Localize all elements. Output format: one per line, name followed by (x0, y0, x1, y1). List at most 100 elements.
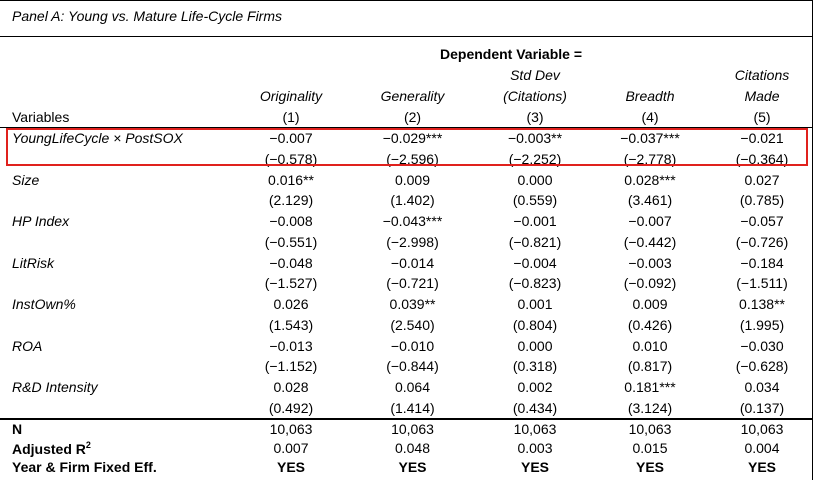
tstat-cell: (−0.721) (386, 275, 439, 291)
col3-number: (3) (526, 109, 544, 125)
coef-cell: −0.013 (269, 337, 313, 354)
header-rule (0, 127, 812, 128)
footer-cell: 10,063 (513, 421, 557, 437)
col5-number: (5) (753, 109, 771, 125)
coef-cell: 0.138** (739, 296, 785, 312)
tstat-cell: (−2.596) (386, 150, 439, 167)
tstat-cell: (−0.578) (264, 150, 318, 167)
tstat-cell: (0.434) (512, 399, 558, 416)
superscript: 2 (85, 440, 91, 450)
highlight-box (6, 128, 808, 166)
tstat-cell: (−2.998) (386, 233, 439, 250)
footer-cell: YES (520, 459, 549, 475)
coef-cell: −0.001 (513, 213, 557, 229)
coef-cell: 0.000 (517, 337, 553, 354)
coef-cell: 0.026 (273, 296, 309, 312)
footer-label: Year & Firm Fixed Eff. (12, 459, 157, 475)
row-label: Size (12, 171, 40, 188)
footer-cell: 0.007 (273, 440, 309, 456)
footer-cell: 0.003 (517, 440, 553, 456)
tstat-cell: (0.785) (739, 192, 785, 208)
tstat-cell: (0.137) (739, 399, 785, 416)
tstat-cell: (0.318) (512, 358, 558, 374)
right-border (812, 0, 813, 480)
dependent-variable-label: Dependent Variable = (440, 46, 582, 62)
coef-cell: −0.008 (269, 213, 313, 229)
footer-cell: 10,063 (269, 421, 313, 437)
coef-cell: −0.003 (628, 254, 672, 271)
footer-cell: YES (276, 459, 305, 475)
coef-cell: −0.010 (390, 337, 435, 354)
tstat-cell: (0.492) (268, 399, 314, 416)
footer-cell: YES (398, 459, 427, 475)
tstat-cell: (−2.252) (508, 150, 562, 167)
row-label: InstOwn% (12, 296, 76, 312)
coef-cell: 0.028*** (624, 171, 676, 188)
variables-label: Variables (12, 109, 70, 125)
tstat-cell: (−2.778) (623, 150, 677, 167)
footer-cell: 0.004 (744, 440, 780, 456)
row-label: HP Index (12, 213, 70, 229)
top-rule (0, 0, 812, 1)
coef-cell: −0.003** (507, 130, 563, 146)
coef-cell: −0.029*** (382, 130, 443, 146)
tstat-cell: (−0.628) (735, 358, 789, 374)
coef-cell: 0.181*** (624, 379, 676, 395)
tstat-cell: (0.426) (627, 316, 673, 333)
footer-cell: 10,063 (628, 421, 672, 437)
coef-cell: −0.037*** (620, 130, 680, 146)
coef-cell: 0.001 (517, 296, 553, 312)
col1-number: (1) (282, 109, 300, 125)
panel-title: Panel A: Young vs. Mature Life-Cycle Fir… (12, 8, 282, 24)
coef-cell: 0.039** (389, 296, 436, 312)
col4-number: (4) (641, 109, 659, 125)
col2-header: Generality (380, 88, 445, 104)
coef-cell: 0.034 (744, 379, 780, 395)
coef-cell: 0.064 (394, 379, 431, 395)
footer-cell: 0.048 (394, 440, 431, 456)
tstat-cell: (−1.527) (264, 275, 318, 291)
coef-cell: −0.014 (390, 254, 435, 271)
tstat-cell: (−1.152) (264, 358, 318, 374)
coef-cell: 0.009 (632, 296, 668, 312)
footer-cell: 10,063 (740, 421, 784, 437)
coef-cell: 0.002 (517, 379, 553, 395)
tstat-cell: (1.995) (739, 316, 785, 333)
footer-cell: YES (747, 459, 776, 475)
tstat-cell: (0.559) (512, 192, 558, 208)
coef-cell: −0.057 (740, 213, 784, 229)
title-rule (0, 36, 812, 37)
coef-cell: 0.010 (632, 337, 668, 354)
footer-cell: YES (635, 459, 664, 475)
col3-header-line1: Std Dev (510, 67, 560, 83)
tstat-cell: (−0.844) (386, 358, 439, 374)
tstat-cell: (−0.726) (735, 233, 789, 250)
tstat-cell: (−0.092) (623, 275, 677, 291)
footer-label: Adjusted R2 (12, 440, 91, 457)
footer-cell: 10,063 (391, 421, 434, 437)
coef-cell: −0.007 (628, 213, 672, 229)
coef-cell: −0.030 (740, 337, 784, 354)
row-label: LitRisk (12, 254, 55, 271)
col3-header-line2: (Citations) (503, 88, 567, 104)
footer-label: N (12, 421, 23, 437)
tstat-cell: (3.124) (627, 399, 673, 416)
col1-header: Originality (259, 88, 323, 104)
tstat-cell: (−0.823) (508, 275, 562, 291)
col2-number: (2) (403, 109, 422, 125)
tstat-cell: (−1.511) (736, 275, 788, 291)
tstat-cell: (3.461) (627, 192, 673, 208)
tstat-cell: (−0.364) (735, 150, 789, 167)
row-label: R&D Intensity (12, 379, 98, 395)
col5-header-line2: Made (744, 88, 780, 104)
coef-cell: 0.028 (273, 379, 309, 395)
coef-cell: −0.021 (740, 130, 784, 146)
row-label: ROA (12, 337, 43, 354)
coef-cell: 0.009 (394, 171, 431, 188)
coef-cell: −0.043*** (382, 213, 443, 229)
tstat-cell: (−0.821) (508, 233, 562, 250)
coef-cell: −0.048 (269, 254, 313, 271)
tstat-cell: (0.804) (512, 316, 558, 333)
coef-cell: −0.004 (513, 254, 557, 271)
